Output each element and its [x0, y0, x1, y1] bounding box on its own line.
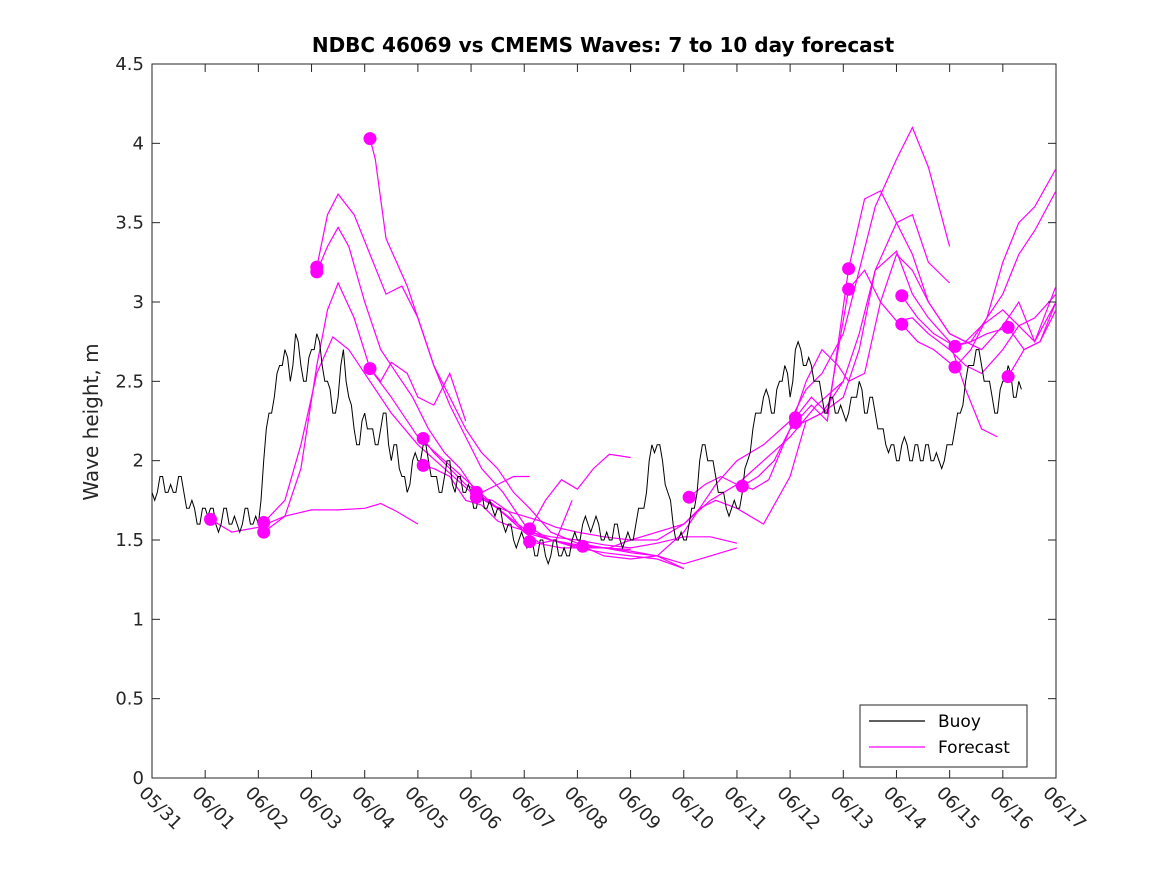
chart-title: NDBC 46069 vs CMEMS Waves: 7 to 10 day f…: [312, 33, 895, 57]
forecast-start-marker: [257, 525, 271, 539]
forecast-start-marker: [576, 539, 590, 553]
forecast-line: [901, 190, 1056, 348]
forecast-start-marker: [682, 490, 696, 504]
forecast-line: [210, 502, 419, 533]
y-axis-label: Wave height, m: [79, 343, 103, 500]
forecast-start-marker: [735, 479, 749, 493]
forecast-start-marker: [1001, 320, 1015, 334]
forecast-line: [794, 190, 1056, 424]
y-axis: 0 0.5 1 1.5 2 2.5 3 3.5 4 4.5: [115, 54, 1056, 789]
forecast-start-marker: [363, 132, 377, 146]
y-tick-label: 0.5: [115, 689, 144, 710]
forecast-start-marker: [895, 317, 909, 331]
forecast-start-marker: [948, 360, 962, 374]
forecast-start-marker: [895, 289, 909, 303]
buoy-line: [152, 333, 1022, 566]
forecast-line: [1007, 309, 1056, 377]
forecast-start-marker: [204, 512, 217, 526]
legend-forecast-label: Forecast: [938, 738, 1010, 758]
forecast-start-marker: [469, 490, 483, 504]
y-tick-label: 2.5: [115, 371, 144, 392]
legend-box: [859, 704, 1028, 768]
forecast-start-marker: [363, 362, 377, 376]
forecast-line: [423, 464, 738, 549]
legend: Buoy Forecast: [859, 704, 1028, 768]
forecast-start-marker: [416, 458, 430, 472]
forecast-start-marker: [257, 516, 271, 529]
y-tick-label: 3.5: [115, 213, 144, 234]
forecast-line: [794, 269, 1056, 419]
legend-buoy-label: Buoy: [938, 712, 981, 732]
forecast-line: [316, 192, 685, 570]
forecast-line: [369, 138, 738, 565]
forecast-start-marker: [1001, 370, 1015, 384]
forecast-start-marker: [523, 535, 537, 549]
y-tick-label: 0: [133, 768, 144, 789]
forecast-start-marker: [948, 339, 962, 353]
forecast-start-marker: [310, 265, 324, 279]
y-tick-label: 1: [133, 609, 144, 630]
forecast-start-marker: [842, 262, 856, 276]
y-tick-label: 3: [133, 292, 144, 313]
forecast-line: [369, 361, 467, 422]
plot-frame: [151, 63, 1057, 779]
y-tick-label: 2: [133, 451, 144, 472]
forecast-start-marker: [842, 282, 856, 296]
forecast-start-marker: [788, 416, 802, 430]
y-tick-label: 4: [133, 133, 144, 154]
forecast-start-marker: [416, 432, 430, 445]
forecast-line: [529, 453, 631, 530]
forecast-start-marker: [523, 522, 537, 536]
forecast-line: [901, 168, 1056, 368]
plot-area: [151, 63, 1057, 779]
y-tick-label: 4.5: [115, 54, 144, 75]
y-tick-label: 1.5: [115, 530, 144, 551]
